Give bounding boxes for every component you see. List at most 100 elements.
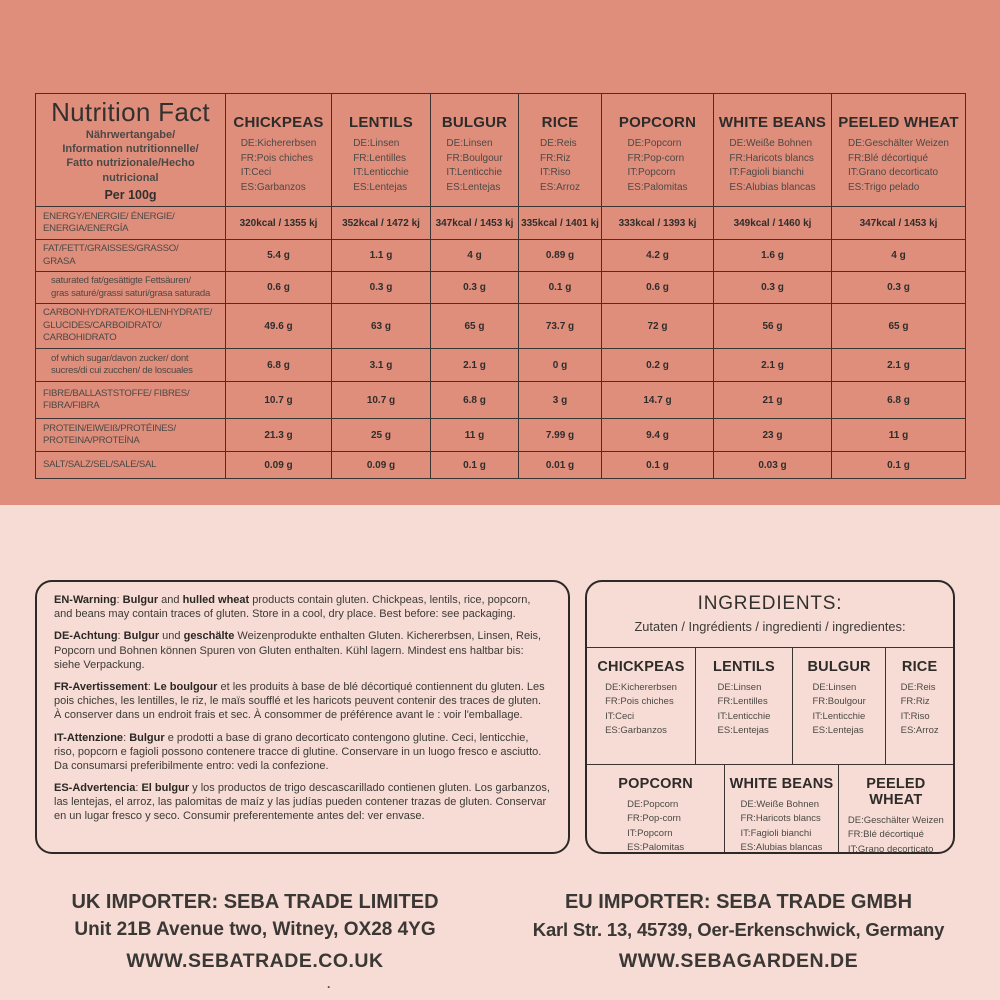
ingredient-translation-fr: FR:Blé décortiqué (847, 829, 924, 841)
ingredient-translations: DE:Popcorn FR:Pop-corn IT:Popcorn ES:Pal… (627, 798, 684, 852)
ingredient-translation-es: ES:Arroz (900, 724, 939, 736)
row-label-line: PROTEINA/PROTEÍNA (43, 435, 140, 447)
nutrition-subtitle-line: Information nutritionnelle/ (62, 143, 199, 156)
product-name: PEELED WHEAT (838, 114, 959, 132)
row-label-line: FAT/FETT/GRAISSES/GRASSO/ (43, 243, 179, 255)
product-translations: DE:Popcorn FR:Pop-corn IT:Popcorn ES:Pal… (627, 137, 687, 195)
warning-bold: geschälte (183, 630, 235, 643)
ingredient-translation-fr: FR:Pop-corn (627, 813, 681, 825)
product-translation-it: IT:Ceci (240, 167, 272, 179)
product-translation-fr: FR:Boulgour (446, 152, 503, 164)
warning-lead-de: DE-Achtung (54, 630, 118, 643)
row-label-line: gras saturé/grassi saturi/grasa saturada (51, 287, 211, 299)
ingredient-item: POPCORN DE:Popcorn FR:Pop-corn IT:Popcor… (587, 765, 724, 852)
product-translation-es: ES:Trigo pelado (848, 181, 920, 193)
ingredient-item: PEELED WHEAT DE:Geschälter Weizen FR:Blé… (837, 765, 953, 854)
row-label-line: SALT/SALZ/SEL/SALE/SAL (43, 458, 157, 470)
warning-paragraph-fr: FR-Avertissement: Le boulgour et les pro… (54, 680, 551, 723)
stray-dot: . (327, 977, 331, 991)
ingredient-translations: DE:Linsen FR:Boulgour IT:Lenticchie ES:L… (812, 681, 865, 738)
table-header-row: Nutrition Fact Nährwertangabe/ Informati… (35, 92, 966, 208)
ingredient-translation-it: IT:Grano decorticato (847, 843, 934, 854)
row-label-line: PROTEIN/EIWEIß/PROTÉINES/ (43, 422, 176, 434)
product-translation-it: IT:Grano decorticato (848, 167, 939, 179)
nutrition-value-cell: 23 g (713, 418, 832, 453)
ingredient-name: BULGUR (807, 659, 871, 675)
product-translations: DE:Linsen FR:Lentilles IT:Lenticchie ES:… (353, 137, 409, 195)
nutrition-row-carbohydrate: CARBONHYDRATE/KOHLENHYDRATE/ GLUCIDES/CA… (35, 303, 966, 350)
ingredient-translation-es: ES:Lentejas (717, 724, 769, 736)
nutrition-value-cell: 21 g (713, 381, 832, 420)
product-translation-fr: FR:Lentilles (353, 152, 407, 164)
nutrition-value-cell: 25 g (331, 418, 431, 453)
ingredient-item: RICE DE:Reis FR:Riz IT:Riso ES:Arroz (885, 648, 953, 764)
warning-bold: hulled wheat (182, 594, 250, 606)
nutrition-value-cell: 7.99 g (518, 418, 602, 453)
nutrition-value-cell: 0.1 g (518, 271, 602, 305)
nutrition-row-label: of which sugar/davon zucker/ dont sucres… (35, 348, 226, 383)
product-translation-de: DE:Reis (539, 138, 577, 150)
nutrition-value-cell: 0.6 g (225, 271, 332, 305)
warning-lead-es: ES-Advertencia (54, 782, 136, 795)
nutrition-row-label: SALT/SALZ/SEL/SALE/SAL (35, 451, 226, 480)
nutrition-value-cell: 65 g (430, 303, 519, 350)
nutrition-panel: Nutrition Fact Nährwertangabe/ Informati… (0, 0, 1000, 505)
uk-importer-block: UK IMPORTER: SEBA TRADE LIMITED Unit 21B… (30, 891, 480, 973)
eu-importer-name: EU IMPORTER: SEBA TRADE GMBH (564, 891, 913, 913)
warning-text: y los productos de trigo descascarillado… (54, 782, 550, 823)
product-translations: DE:Geschälter Weizen FR:Blé décortiqué I… (848, 137, 949, 195)
product-name: CHICKPEAS (233, 114, 324, 132)
nutrition-value-cell: 0.3 g (831, 271, 966, 305)
warning-bold: El bulgur (141, 782, 190, 795)
nutrition-row-fat: FAT/FETT/GRAISSES/GRASSO/ GRASA 5.4 g 1.… (35, 239, 966, 273)
ingredient-item: LENTILS DE:Linsen FR:Lentilles IT:Lentic… (694, 648, 792, 764)
warning-bold: Bulgur (122, 594, 159, 606)
product-translation-it: IT:Fagioli bianchi (729, 167, 804, 179)
nutrition-value-cell: 349kcal / 1460 kj (713, 206, 832, 241)
ingredient-item: CHICKPEAS DE:Kichererbsen FR:Pois chiche… (587, 648, 695, 764)
ingredient-translations: DE:Reis FR:Riz IT:Riso ES:Arroz (901, 681, 939, 738)
nutrition-value-cell: 0.1 g (831, 451, 966, 480)
ingredient-name: POPCORN (618, 776, 693, 792)
nutrition-value-cell: 10.7 g (331, 381, 431, 420)
product-translation-es: ES:Lentejas (446, 181, 501, 193)
nutrition-value-cell: 335kcal / 1401 kj (518, 206, 602, 241)
product-translation-fr: FR:Blé décortiqué (848, 152, 929, 164)
nutrition-value-cell: 333kcal / 1393 kj (601, 206, 714, 241)
nutrition-subtitle-line: Nährwertangabe/ (85, 128, 176, 141)
warning-bold: Bulgur (129, 731, 165, 744)
row-label-line: CARBONHYDRATE/KOHLENHYDRATE/ (43, 307, 213, 319)
uk-importer-website: WWW.SEBATRADE.CO.UK (126, 950, 384, 972)
nutrition-value-cell: 72 g (601, 303, 714, 350)
warning-text: Weizenprodukte enthalten Gluten. Kichere… (54, 630, 542, 671)
nutrition-subtitle-line: Fatto nutrizionale/Hecho nutricional (66, 157, 195, 184)
nutrition-facts-table: Nutrition Fact Nährwertangabe/ Informati… (35, 92, 966, 480)
product-translation-it: IT:Riso (539, 167, 571, 179)
nutrition-value-cell: 1.1 g (331, 239, 431, 273)
ingredient-translation-de: DE:Linsen (717, 682, 762, 693)
nutrition-value-cell: 347kcal / 1453 kj (430, 206, 519, 241)
product-translation-de: DE:Geschälter Weizen (848, 138, 949, 150)
nutrition-value-cell: 63 g (331, 303, 431, 350)
product-translation-it: IT:Lenticchie (353, 167, 409, 179)
ingredients-box: INGREDIENTS: Zutaten / Ingrédients / ing… (585, 580, 955, 854)
product-name: RICE (541, 114, 579, 132)
ingredient-translation-de: DE:Geschälter Weizen (847, 815, 944, 826)
per-100g-label: Per 100g (104, 188, 157, 203)
ingredient-translation-de: DE:Popcorn (627, 799, 679, 810)
row-label-line: GLUCIDES/CARBOIDRATO/ (43, 319, 162, 331)
ingredient-name: CHICKPEAS (597, 659, 685, 675)
warning-paragraph-it: IT-Attenzione: Bulgur e prodotti a base … (54, 731, 551, 774)
row-label-line: of which sugar/davon zucker/ dont (51, 352, 189, 364)
nutrition-value-cell: 5.4 g (225, 239, 332, 273)
product-translation-es: ES:Arroz (539, 181, 580, 193)
nutrition-value-cell: 65 g (831, 303, 966, 350)
warning-text: products contain gluten. Chickpeas, lent… (54, 594, 531, 621)
ingredient-translation-fr: FR:Boulgour (812, 696, 866, 708)
product-translations: DE:Weiße Bohnen FR:Haricots blancs IT:Fa… (729, 137, 815, 195)
warning-paragraph-es: ES-Advertencia: El bulgur y los producto… (54, 781, 551, 824)
nutrition-row-fibre: FIBRE/BALLASTSTOFFE/ FIBRES/ FIBRA/FIBRA… (35, 381, 966, 420)
warning-paragraph-de: DE-Achtung: Bulgur und geschälte Weizenp… (54, 629, 551, 672)
nutrition-value-cell: 0.09 g (225, 451, 332, 480)
warning-lead-en: EN-Warning (54, 594, 117, 606)
